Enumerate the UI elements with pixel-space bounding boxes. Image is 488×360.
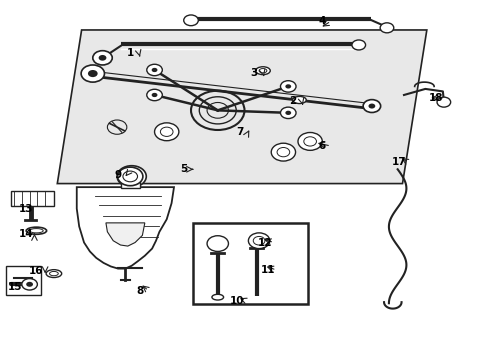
Ellipse shape [211, 294, 223, 300]
Text: 5: 5 [180, 164, 187, 174]
Text: 3: 3 [250, 68, 257, 78]
Text: 14: 14 [19, 229, 33, 239]
Text: 2: 2 [289, 96, 296, 107]
Circle shape [127, 174, 135, 179]
Text: 16: 16 [29, 266, 43, 276]
Circle shape [154, 123, 179, 141]
Text: 6: 6 [318, 141, 325, 151]
Text: 7: 7 [236, 127, 243, 137]
Bar [11, 191, 54, 206]
Circle shape [368, 104, 374, 109]
Text: 4: 4 [318, 16, 325, 26]
Text: 17: 17 [391, 157, 406, 167]
Bar [193, 223, 307, 304]
Ellipse shape [292, 96, 305, 104]
Bar [120, 179, 140, 188]
Circle shape [26, 282, 33, 287]
Circle shape [297, 132, 322, 150]
Circle shape [146, 64, 162, 76]
Circle shape [280, 81, 295, 92]
Circle shape [363, 100, 380, 112]
Text: 8: 8 [136, 286, 143, 296]
Circle shape [22, 279, 37, 290]
Circle shape [117, 167, 142, 186]
Circle shape [99, 55, 106, 61]
Ellipse shape [26, 227, 46, 234]
Circle shape [81, 65, 104, 82]
Text: 12: 12 [258, 238, 272, 248]
Circle shape [271, 143, 295, 161]
Circle shape [248, 233, 269, 249]
Polygon shape [57, 30, 426, 184]
Polygon shape [106, 223, 144, 246]
Circle shape [146, 89, 162, 101]
Ellipse shape [255, 67, 270, 75]
Circle shape [93, 51, 112, 65]
Circle shape [280, 107, 295, 118]
Circle shape [117, 166, 146, 187]
Text: 9: 9 [114, 170, 122, 180]
Text: 10: 10 [229, 296, 244, 306]
Circle shape [285, 84, 290, 89]
Circle shape [183, 15, 198, 26]
Circle shape [88, 70, 98, 77]
Text: 18: 18 [428, 93, 443, 103]
Text: 11: 11 [260, 265, 275, 275]
Text: 1: 1 [126, 48, 134, 58]
Circle shape [436, 97, 450, 107]
Circle shape [206, 236, 228, 251]
Polygon shape [77, 187, 174, 269]
Circle shape [151, 68, 157, 72]
Circle shape [151, 93, 157, 97]
Ellipse shape [46, 270, 61, 278]
Bar [6, 266, 41, 295]
Circle shape [285, 111, 290, 115]
Circle shape [379, 23, 393, 33]
Text: 13: 13 [19, 203, 33, 213]
Text: 15: 15 [8, 282, 22, 292]
Circle shape [351, 40, 365, 50]
